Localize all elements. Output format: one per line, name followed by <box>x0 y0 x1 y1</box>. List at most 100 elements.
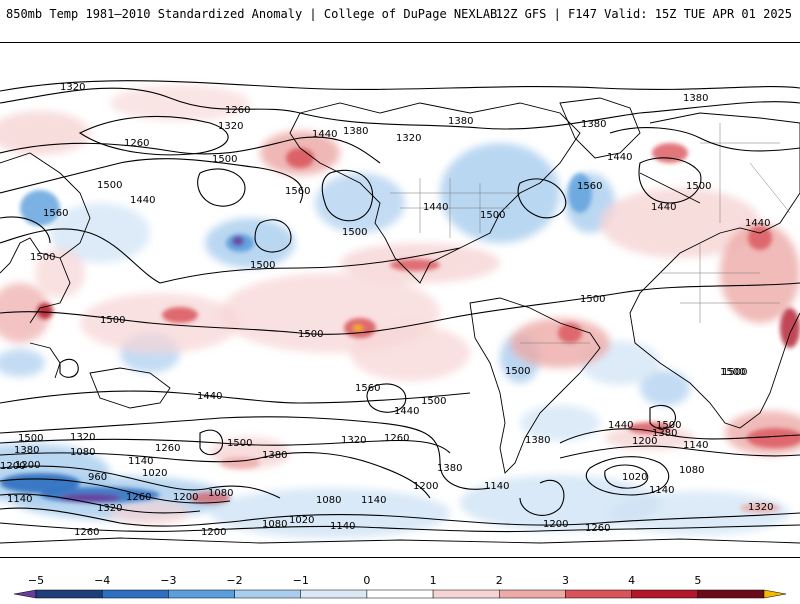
contour-label: 1380 <box>14 445 39 456</box>
colorbar-min-arrow <box>13 589 37 599</box>
contour-label: 1320 <box>218 121 243 132</box>
contour-label: 1440 <box>312 129 337 140</box>
contour-label: 1080 <box>679 465 704 476</box>
colorbar-swatch <box>168 589 235 599</box>
contour-label: 1260 <box>74 527 99 538</box>
contour-label: 1140 <box>484 481 509 492</box>
contour-label: 1380 <box>525 435 550 446</box>
contour-label: 1320 <box>97 503 122 514</box>
contour-label: 1020 <box>622 472 647 483</box>
contour-label: 1440 <box>607 152 632 163</box>
contour-label: 1500 <box>722 367 747 378</box>
contour-label: 1140 <box>128 456 153 467</box>
colorbar-swatch <box>366 589 434 599</box>
contour-label: 1020 <box>142 468 167 479</box>
contour-label: 1560 <box>285 186 310 197</box>
contour-label: 1440 <box>130 195 155 206</box>
anomaly-map: 1320 1380 1260 1320 1260 1380 1440 1380 … <box>0 42 800 558</box>
contour-label: 960 <box>88 472 107 483</box>
contour-label: 1440 <box>745 218 770 229</box>
contour-label: 1500 <box>250 260 275 271</box>
contour-label: 1260 <box>225 105 250 116</box>
contour-label: 1500 <box>298 329 323 340</box>
colorbar-tick-label: 4 <box>628 574 636 587</box>
contour-label: 1500 <box>100 315 125 326</box>
anomaly-colorbar <box>0 572 800 600</box>
contour-label: 1560 <box>43 208 68 219</box>
contour-label-layer: 1320 1380 1260 1320 1260 1380 1440 1380 … <box>0 82 773 538</box>
contour-label: 1440 <box>651 202 676 213</box>
contour-label: 1260 <box>155 443 180 454</box>
contour-label: 1080 <box>316 495 341 506</box>
colorbar-graphic <box>13 589 787 599</box>
contour-label: 1380 <box>581 119 606 130</box>
contour-label: 1200 <box>201 527 226 538</box>
contour-label: 1140 <box>361 495 386 506</box>
contour-label: 1140 <box>683 440 708 451</box>
contour-label: 1500 <box>656 420 681 431</box>
colorbar-swatch <box>35 589 103 599</box>
map-header: 850mb Temp 1981–2010 Standardized Anomal… <box>0 0 800 32</box>
contour-label: 1260 <box>384 433 409 444</box>
contour-label: 1260 <box>585 523 610 534</box>
contour-label: 1200 <box>413 481 438 492</box>
colorbar-tick-label: 5 <box>694 574 702 587</box>
contour-label: 1020 <box>289 515 314 526</box>
contour-label: 1140 <box>649 485 674 496</box>
contour-label: 1080 <box>262 519 287 530</box>
contour-label: 1320 <box>70 432 95 443</box>
contour-label: 1440 <box>394 406 419 417</box>
contour-label: 1500 <box>18 433 43 444</box>
political-borders <box>390 123 791 344</box>
colorbar-tick-label: 3 <box>561 574 569 587</box>
map-title: 850mb Temp 1981–2010 Standardized Anomal… <box>6 7 498 21</box>
contour-label: 1140 <box>330 521 355 532</box>
colorbar-tick-label: −1 <box>292 574 309 587</box>
colorbar-tick-label: 0 <box>363 574 371 587</box>
colorbar-swatch <box>101 589 169 599</box>
colorbar-tick-label: −2 <box>226 574 243 587</box>
contour-label: 1380 <box>262 450 287 461</box>
contour-label: 1260 <box>126 492 151 503</box>
contour-label: 1080 <box>70 447 95 458</box>
height-contours <box>0 80 800 533</box>
colorbar-tick-label: −4 <box>94 574 111 587</box>
colorbar-max-arrow <box>763 589 787 599</box>
contour-label: 1320 <box>396 133 421 144</box>
contour-label: 1500 <box>720 367 745 378</box>
colorbar-swatch <box>300 589 368 599</box>
contour-label: 1140 <box>7 494 32 505</box>
contour-label: 1500 <box>580 294 605 305</box>
model-run-info: 12Z GFS | F147 Valid: 15Z TUE APR 01 202… <box>495 7 792 21</box>
contour-label: 1500 <box>342 227 367 238</box>
contour-label: 1500 <box>212 154 237 165</box>
colorbar-swatch <box>565 589 632 599</box>
colorbar-swatch <box>631 589 699 599</box>
colorbar-tick-label: 2 <box>495 574 503 587</box>
contour-label: 1320 <box>341 435 366 446</box>
contour-label: 1500 <box>97 180 122 191</box>
contour-label: 1260 <box>124 138 149 149</box>
contour-label: 1560 <box>577 181 602 192</box>
contour-label: 1380 <box>448 116 473 127</box>
contour-label: 1320 <box>60 82 85 93</box>
contour-label: 1200 <box>173 492 198 503</box>
contour-label: 1500 <box>227 438 252 449</box>
contour-label: 1500 <box>505 366 530 377</box>
contour-label: 1200 <box>15 460 40 471</box>
contour-label: 1200 <box>543 519 568 530</box>
contour-label: 1320 <box>748 502 773 513</box>
contour-label: 1500 <box>480 210 505 221</box>
colorbar-swatch <box>432 589 500 599</box>
colorbar-swatch <box>499 589 566 599</box>
contour-label: 1440 <box>423 202 448 213</box>
contour-label: 1500 <box>686 181 711 192</box>
map-canvas: 1320 1380 1260 1320 1260 1380 1440 1380 … <box>0 80 800 544</box>
contour-label: 1440 <box>608 420 633 431</box>
contour-label: 1380 <box>652 428 677 439</box>
colorbar-tick-label: −3 <box>160 574 177 587</box>
contour-label: 1200 <box>0 461 25 472</box>
contour-label: 1440 <box>197 391 222 402</box>
contour-label: 1500 <box>421 396 446 407</box>
contour-label: 1500 <box>30 252 55 263</box>
